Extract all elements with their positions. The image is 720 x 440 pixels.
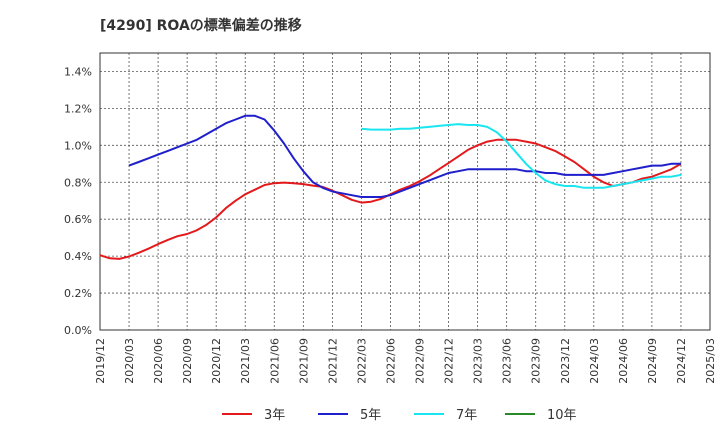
y-tick-label: 0.6% bbox=[64, 213, 92, 226]
series-line bbox=[361, 123, 682, 189]
x-tick-label: 2021/12 bbox=[326, 338, 339, 384]
x-tick-label: 2023/09 bbox=[530, 338, 543, 384]
y-tick-label: 1.2% bbox=[64, 102, 92, 115]
x-tick-label: 2023/06 bbox=[501, 338, 514, 384]
x-tick-label: 2020/09 bbox=[181, 338, 194, 384]
x-tick-label: 2023/12 bbox=[559, 338, 572, 384]
legend-label: 10年 bbox=[547, 408, 577, 423]
x-tick-label: 2020/12 bbox=[210, 338, 223, 384]
series-lines bbox=[99, 114, 682, 260]
y-axis-ticks: 0.0% 0.2% 0.4% 0.6% 0.8% 1.0% 1.2% 1.4% bbox=[64, 65, 92, 337]
x-tick-label: 2020/03 bbox=[123, 338, 136, 384]
y-tick-label: 1.4% bbox=[64, 65, 92, 78]
x-tick-label: 2023/03 bbox=[472, 338, 485, 384]
y-tick-label: 0.0% bbox=[64, 324, 92, 337]
x-tick-label: 2024/03 bbox=[588, 338, 601, 384]
y-tick-label: 0.8% bbox=[64, 176, 92, 189]
y-tick-label: 0.4% bbox=[64, 250, 92, 263]
x-tick-label: 2021/09 bbox=[297, 338, 310, 384]
x-tick-label: 2024/06 bbox=[617, 338, 630, 384]
x-tick-label: 2021/06 bbox=[268, 338, 281, 384]
grid bbox=[100, 52, 710, 330]
x-tick-label: 2022/09 bbox=[414, 338, 427, 384]
x-tick-label: 2022/06 bbox=[384, 338, 397, 384]
x-tick-label: 2019/12 bbox=[94, 338, 107, 384]
x-tick-label: 2022/03 bbox=[355, 338, 368, 384]
series-line bbox=[128, 114, 681, 198]
x-axis-ticks: 2019/12 2020/03 2020/06 2020/09 2020/12 2021/… bbox=[94, 338, 717, 384]
x-tick-label: 2025/03 bbox=[704, 338, 717, 384]
y-tick-label: 1.0% bbox=[64, 139, 92, 152]
legend-label: 7年 bbox=[456, 408, 477, 423]
x-tick-label: 2024/09 bbox=[646, 338, 659, 384]
x-tick-label: 2022/12 bbox=[443, 338, 456, 384]
legend-label: 3年 bbox=[264, 408, 285, 423]
x-tick-label: 2020/06 bbox=[152, 338, 165, 384]
legend: 3年 5年 7年 10年 bbox=[222, 408, 577, 423]
plot-frame bbox=[99, 52, 711, 331]
x-tick-label: 2024/12 bbox=[675, 338, 688, 384]
legend-label: 5年 bbox=[360, 408, 381, 423]
x-tick-label: 2021/03 bbox=[239, 338, 252, 384]
chart-title: [4290] ROAの標準偏差の推移 bbox=[100, 17, 302, 34]
y-tick-label: 0.2% bbox=[64, 287, 92, 300]
